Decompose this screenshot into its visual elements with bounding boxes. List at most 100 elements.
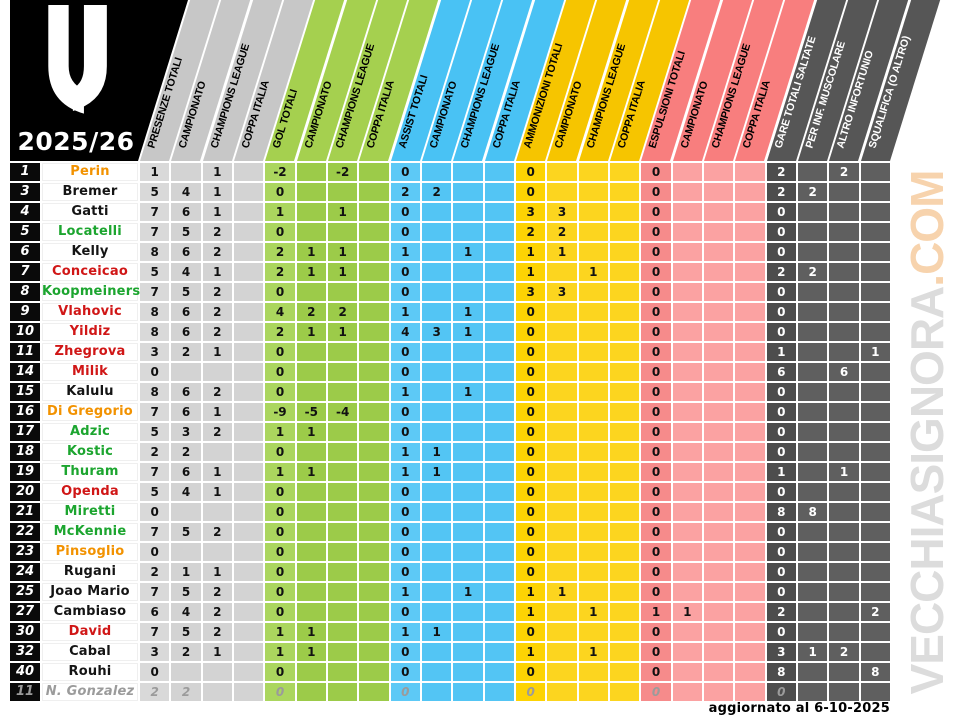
stat-cell-presenze <box>171 163 201 181</box>
stat-cell-gol <box>328 663 358 681</box>
stat-cell-assist <box>484 203 514 221</box>
player-number: 8 <box>10 283 40 301</box>
stat-cell-ammonizioni <box>578 683 608 701</box>
stat-cell-espulsioni <box>704 663 734 681</box>
stat-cell-gare_saltate <box>798 603 828 621</box>
stat-cell-assist <box>453 563 483 581</box>
stat-cell-gare_saltate <box>798 243 828 261</box>
stat-cell-presenze: 2 <box>202 223 232 241</box>
stat-cell-espulsioni: 0 <box>641 243 671 261</box>
stat-cell-espulsioni <box>672 443 702 461</box>
player-number: 24 <box>10 563 40 581</box>
player-name: Bremer <box>42 183 138 201</box>
stat-cell-gol: 1 <box>328 263 358 281</box>
stat-cell-assist <box>484 343 514 361</box>
stat-cell-assist: 0 <box>390 643 420 661</box>
stat-cell-presenze: 2 <box>140 443 170 461</box>
stat-cell-presenze: 1 <box>202 563 232 581</box>
stat-cell-ammonizioni <box>547 403 577 421</box>
stat-cell-gol <box>359 443 389 461</box>
stat-cell-presenze: 1 <box>202 403 232 421</box>
stat-cell-assist: 1 <box>453 243 483 261</box>
stat-cell-ammonizioni <box>547 563 577 581</box>
stat-cell-presenze <box>234 603 264 621</box>
stat-cell-gol: 0 <box>265 223 295 241</box>
stat-cell-assist: 1 <box>390 623 420 641</box>
stat-cell-gol: 1 <box>296 323 326 341</box>
stat-cell-espulsioni <box>672 343 702 361</box>
stat-cell-gol <box>359 663 389 681</box>
stat-cell-gare_saltate: 2 <box>798 263 828 281</box>
stat-cell-presenze: 4 <box>171 603 201 621</box>
stat-cell-ammonizioni <box>578 543 608 561</box>
stat-cell-presenze: 7 <box>140 623 170 641</box>
stat-cell-ammonizioni <box>578 303 608 321</box>
stat-cell-assist <box>484 543 514 561</box>
stat-cell-gare_saltate: 8 <box>860 663 890 681</box>
stat-cell-espulsioni <box>672 323 702 341</box>
stat-cell-gol <box>359 203 389 221</box>
stat-cell-assist <box>422 683 452 701</box>
stat-cell-gol: 0 <box>265 543 295 561</box>
stat-cell-espulsioni <box>735 303 765 321</box>
stat-cell-gare_saltate: 0 <box>766 623 796 641</box>
stat-cell-presenze: 2 <box>202 283 232 301</box>
stat-cell-assist <box>453 483 483 501</box>
stat-cell-gare_saltate <box>798 343 828 361</box>
stat-cell-espulsioni <box>735 563 765 581</box>
stat-cell-presenze: 1 <box>202 163 232 181</box>
stat-cell-assist: 1 <box>453 303 483 321</box>
stat-cell-gol <box>359 523 389 541</box>
stat-cell-assist <box>484 223 514 241</box>
stat-cell-presenze: 2 <box>140 683 170 701</box>
stat-cell-assist <box>484 603 514 621</box>
player-number: 6 <box>10 243 40 261</box>
stat-cell-gare_saltate <box>829 203 859 221</box>
stat-cell-presenze: 1 <box>202 483 232 501</box>
stat-cell-gare_saltate <box>798 163 828 181</box>
stat-cell-gare_saltate: 2 <box>798 183 828 201</box>
player-number: 32 <box>10 643 40 661</box>
stat-cell-ammonizioni <box>547 683 577 701</box>
player-number: 27 <box>10 603 40 621</box>
stat-cell-presenze: 1 <box>202 183 232 201</box>
stat-cell-gol: -2 <box>328 163 358 181</box>
stat-cell-espulsioni: 0 <box>641 483 671 501</box>
stat-cell-gol: 1 <box>296 243 326 261</box>
stat-cell-assist: 0 <box>390 163 420 181</box>
stat-cell-assist: 2 <box>390 183 420 201</box>
stat-cell-espulsioni <box>735 583 765 601</box>
stat-cell-espulsioni <box>704 383 734 401</box>
stat-cell-espulsioni: 0 <box>641 283 671 301</box>
stat-cell-ammonizioni <box>547 603 577 621</box>
player-name: Conceicao <box>42 263 138 281</box>
stat-cell-ammonizioni <box>547 463 577 481</box>
stat-cell-gare_saltate: 0 <box>766 303 796 321</box>
stat-cell-ammonizioni <box>547 423 577 441</box>
stat-cell-presenze: 1 <box>202 263 232 281</box>
stat-cell-gol <box>359 463 389 481</box>
stat-cell-ammonizioni <box>578 483 608 501</box>
stat-cell-presenze: 0 <box>140 363 170 381</box>
stat-cell-espulsioni <box>704 683 734 701</box>
stat-cell-ammonizioni: 0 <box>516 183 546 201</box>
watermark-text: VECCHIASIGNORA.COM <box>900 160 954 705</box>
stat-cell-presenze <box>234 343 264 361</box>
stat-cell-gare_saltate: 0 <box>766 283 796 301</box>
stat-cell-espulsioni <box>735 403 765 421</box>
stat-cell-ammonizioni <box>610 263 640 281</box>
stat-cell-ammonizioni: 1 <box>516 643 546 661</box>
stat-cell-espulsioni <box>735 423 765 441</box>
stat-cell-presenze <box>234 263 264 281</box>
stat-cell-gare_saltate <box>860 243 890 261</box>
stat-cell-espulsioni <box>735 663 765 681</box>
stat-cell-assist <box>422 583 452 601</box>
stat-cell-gare_saltate <box>798 323 828 341</box>
stat-cell-gol <box>359 343 389 361</box>
stat-cell-espulsioni <box>735 243 765 261</box>
stat-cell-ammonizioni: 0 <box>516 463 546 481</box>
stat-cell-gare_saltate <box>860 303 890 321</box>
player-name: David <box>42 623 138 641</box>
stat-cell-gol <box>359 483 389 501</box>
stat-cell-gol: 4 <box>265 303 295 321</box>
